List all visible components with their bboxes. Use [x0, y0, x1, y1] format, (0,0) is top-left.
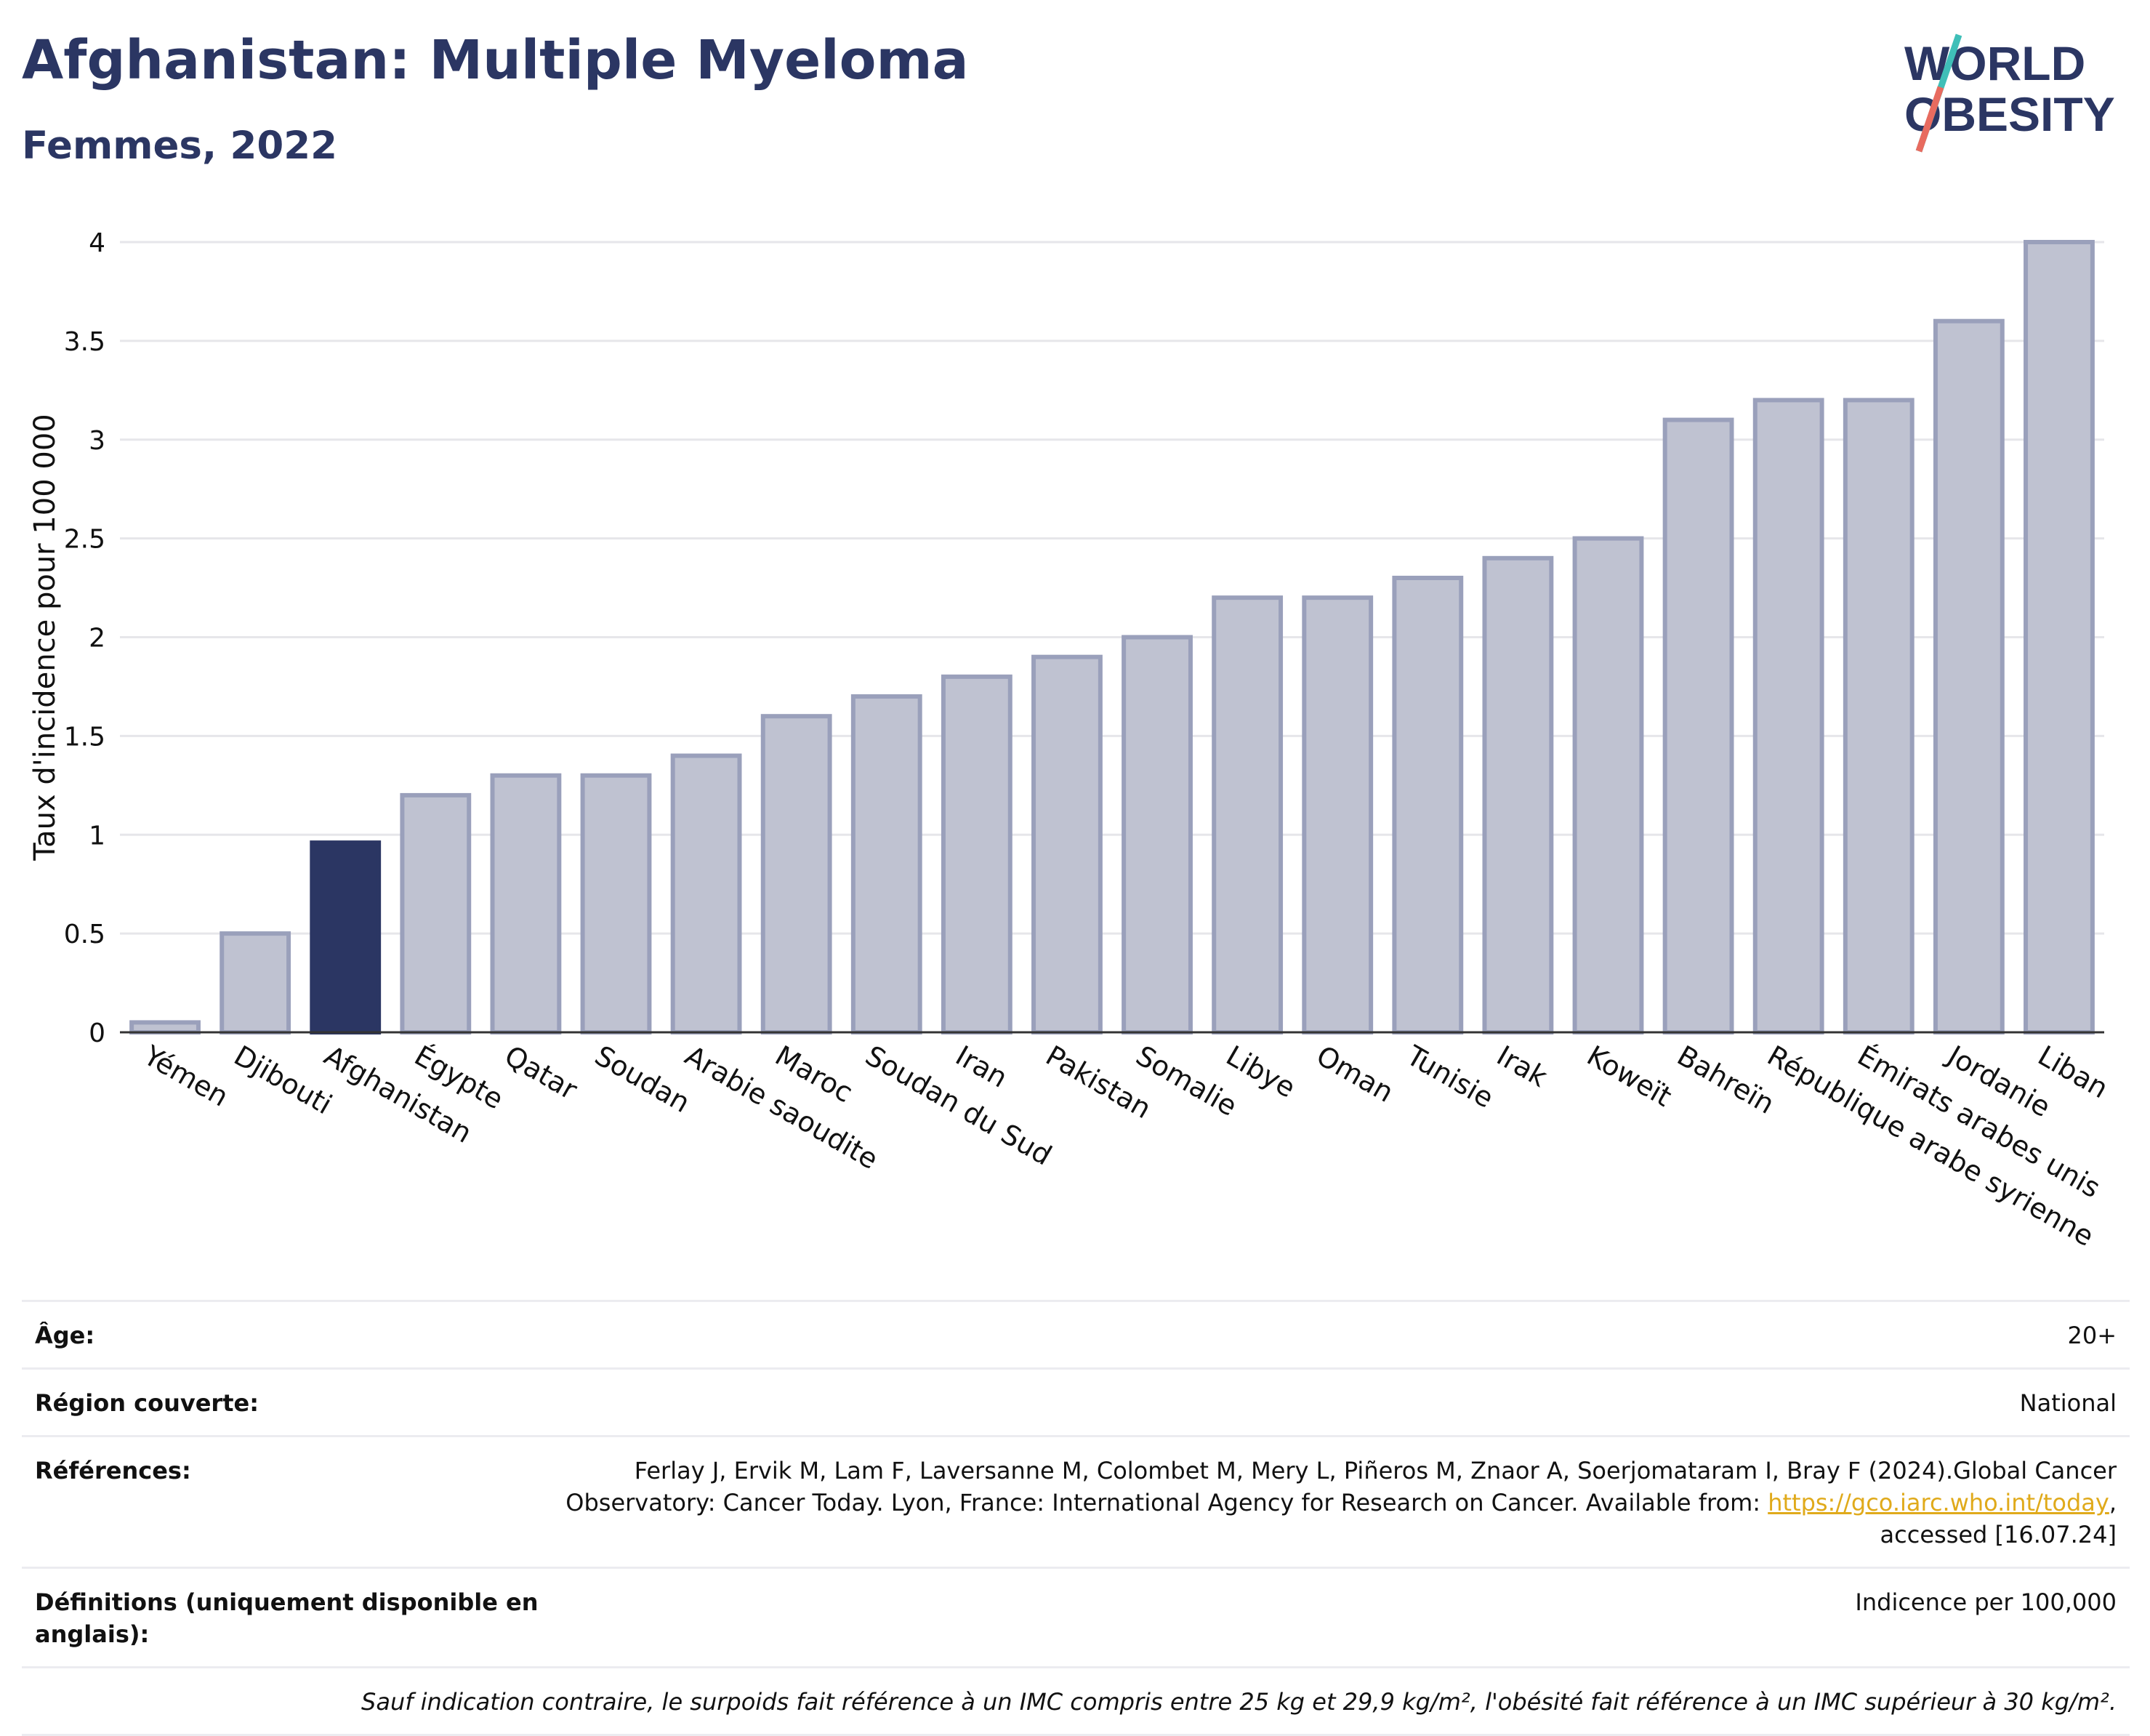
age-value: 20+: [2067, 1322, 2117, 1349]
bar-1: [220, 931, 291, 1034]
region-value: National: [2019, 1389, 2117, 1417]
x-tick-label: Bahreïn: [1672, 1040, 1780, 1120]
x-tick-label: Oman: [1311, 1040, 1399, 1109]
bar-0: [129, 1020, 201, 1034]
references-link[interactable]: https://gco.iarc.who.int/today: [1768, 1489, 2109, 1516]
world-obesity-logo: WORLD OBESITY: [1904, 33, 2115, 153]
y-tick-label: 2: [89, 624, 105, 654]
bar-12: [1212, 595, 1284, 1034]
y-tick-label: 1: [89, 821, 105, 851]
references-suffix: , accessed [16.07.24]: [1880, 1489, 2117, 1548]
bar-13: [1302, 595, 1374, 1034]
y-axis-label: Taux d'incidence pour 100 000: [28, 414, 62, 861]
bar-4: [490, 773, 562, 1034]
bar-8: [850, 694, 922, 1035]
x-tick-label: Irak: [1491, 1040, 1553, 1093]
bar-16: [1572, 536, 1644, 1034]
chart-bars: [129, 240, 2095, 1035]
bar-19: [1843, 398, 1915, 1034]
x-tick-label: Yémen: [138, 1039, 234, 1113]
definitions-label: Définitions (uniquement disponible en an…: [35, 1588, 539, 1648]
age-label: Âge:: [35, 1322, 95, 1349]
x-tick-label: Qatar: [499, 1040, 583, 1106]
bar-2: [310, 840, 382, 1034]
svg-text:WORLD: WORLD: [1904, 36, 2085, 90]
y-tick-label: 0.5: [64, 920, 105, 949]
info-row-region: Région couverte: National: [22, 1367, 2130, 1435]
info-row-age: Âge: 20+: [22, 1300, 2130, 1367]
bar-11: [1122, 635, 1193, 1034]
bar-15: [1482, 555, 1554, 1034]
y-tick-label: 0: [89, 1018, 105, 1048]
info-row-references: Références: Ferlay J, Ervik M, Lam F, La…: [22, 1435, 2130, 1567]
references-value: Ferlay J, Ervik M, Lam F, Laversanne M, …: [554, 1455, 2117, 1551]
bar-6: [670, 753, 742, 1035]
bar-17: [1662, 417, 1734, 1034]
y-axis-ticks: 0 0.5 1 1.5 2 2.5 3 3.5 4: [64, 228, 105, 1048]
y-tick-label: 3.5: [64, 327, 105, 357]
x-tick-label: Koweït: [1582, 1040, 1677, 1113]
info-table: Âge: 20+ Région couverte: National Référ…: [22, 1300, 2130, 1736]
bar-5: [580, 773, 652, 1034]
bar-7: [760, 714, 832, 1034]
x-tick-label: Djibouti: [229, 1040, 338, 1121]
bar-21: [2024, 240, 2095, 1034]
page-title: Afghanistan: Multiple Myeloma: [22, 29, 969, 92]
region-label: Région couverte:: [35, 1389, 259, 1417]
footnote: Sauf indication contraire, le surpoids f…: [361, 1688, 2117, 1716]
x-tick-label: Soudan: [589, 1040, 696, 1120]
bar-3: [400, 792, 472, 1035]
page-subtitle: Femmes, 2022: [22, 124, 338, 168]
bar-20: [1933, 318, 2005, 1034]
bar-9: [941, 674, 1012, 1034]
x-tick-label: Iran: [950, 1040, 1012, 1094]
bar-18: [1752, 398, 1824, 1034]
x-tick-label: Tunisie: [1401, 1039, 1499, 1114]
references-label: Références:: [35, 1457, 191, 1484]
y-tick-label: 1.5: [64, 722, 105, 752]
bar-10: [1031, 654, 1103, 1034]
y-tick-label: 3: [89, 426, 105, 456]
references-text: Ferlay J, Ervik M, Lam F, Laversanne M, …: [565, 1457, 2117, 1516]
info-row-definitions: Définitions (uniquement disponible en an…: [22, 1567, 2130, 1666]
info-row-note: Sauf indication contraire, le surpoids f…: [22, 1666, 2130, 1736]
y-tick-label: 2.5: [64, 525, 105, 555]
y-tick-label: 4: [89, 228, 105, 258]
definitions-value: Indicence per 100,000: [1855, 1588, 2117, 1616]
bar-chart: 0 0.5 1 1.5 2 2.5 3 3.5 4 YémenDjiboutiAfghanist…: [28, 228, 2114, 1253]
bar-14: [1392, 575, 1464, 1034]
